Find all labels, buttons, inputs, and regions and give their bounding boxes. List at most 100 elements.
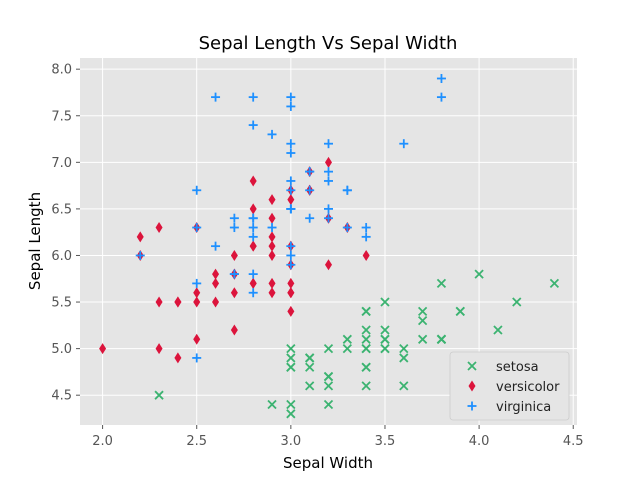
setosa-point [361,306,371,316]
setosa-point [342,343,352,354]
virginica-point [286,176,296,186]
virginica-point [267,223,277,233]
setosa-point [361,325,371,335]
virginica-point [361,232,371,242]
versicolor-point [193,333,201,345]
versicolor-point [268,240,276,252]
versicolor-point [268,277,276,289]
virginica-point [305,167,315,177]
versicolor-point [212,277,220,289]
versicolor-point [287,194,295,206]
x-tick-label: 3.5 [375,434,396,449]
virginica-point [286,101,296,111]
x-tick-label: 2.5 [186,434,207,449]
virginica-point [324,213,333,223]
legend-marker-setosa [467,361,477,371]
virginica-point [229,223,239,233]
x-tick-labels: 2.0 2.5 3.0 3.5 4.0 4.5 [92,434,583,449]
setosa-point [493,325,503,335]
versicolor-point [174,352,182,364]
setosa-point [474,269,484,279]
setosa-point [286,409,296,419]
setosa-point [380,325,390,335]
virginica-point [361,223,371,233]
versicolor-point [230,287,238,299]
setosa-point [267,399,277,410]
y-tick-label: 5.0 [51,342,72,357]
setosa-point [399,381,409,391]
y-tick-label: 6.0 [51,249,72,264]
setosa-point [361,362,371,372]
setosa-point [286,399,296,410]
versicolor-point [230,249,238,261]
virginica-point [248,223,258,233]
virginica-point [342,223,352,233]
versicolor-point [212,296,220,308]
setosa-point [286,343,296,354]
x-tick-label: 3.0 [281,434,302,449]
y-tick-labels: 4.5 5.0 5.5 6.0 6.5 7.0 7.5 8.0 [51,63,72,404]
virginica-point [324,139,333,149]
y-tick-label: 4.5 [51,389,72,404]
virginica-point [192,278,202,288]
virginica-point [324,204,333,214]
setosa-point [417,316,428,326]
setosa-point [361,334,371,344]
virginica-point [286,139,296,149]
setosa-point [380,334,390,344]
virginica-point [135,250,145,260]
virginica-point [192,223,202,233]
setosa-point [399,343,409,354]
versicolor-point [174,296,182,308]
setosa-point [361,381,371,391]
legend-marker-virginica [467,401,477,411]
setosa-point [436,334,447,344]
versicolor-point [268,212,276,224]
virginica-point [229,213,239,223]
y-tick-label: 5.5 [51,296,72,311]
virginica-point [305,213,315,223]
setosa-point [549,278,560,289]
versicolor-point [136,231,144,243]
setosa-point [323,381,334,391]
versicolor-point [155,343,163,355]
y-axis-title: Sepal Length [26,192,44,290]
versicolor-point [193,287,201,299]
virginica-point [229,269,239,279]
virginica-point [286,241,296,251]
setosa-point [417,306,428,316]
virginica-point [192,185,202,195]
setosa-point [417,334,428,344]
virginica-point [286,148,296,158]
virginica-point [248,92,258,102]
virginica-point [211,92,221,102]
legend: setosa versicolor virginica [449,351,570,421]
chart-title: Sepal Length Vs Sepal Width [199,33,458,54]
setosa-point [455,306,465,316]
legend-label-setosa: setosa [496,360,539,375]
setosa-point [361,343,371,354]
virginica-point [324,176,333,186]
versicolor-point [99,343,107,355]
x-tick-label: 4.0 [469,434,490,449]
virginica-point [286,260,296,270]
setosa-point [305,362,315,372]
virginica-point [248,232,258,242]
data-points [99,73,560,419]
versicolor-point [249,203,257,215]
versicolor-point [325,259,332,271]
virginica-point [248,213,258,223]
versicolor-point [268,287,276,299]
legend-box [449,351,570,421]
x-tick-label: 4.5 [563,434,584,449]
versicolor-point [155,222,163,234]
virginica-point [305,185,315,195]
virginica-point [399,139,409,149]
versicolor-point [325,156,332,168]
versicolor-point [287,277,295,289]
versicolor-point [249,277,257,289]
y-tick-label: 6.5 [51,202,72,217]
virginica-point [192,353,202,363]
versicolor-point [287,305,295,317]
